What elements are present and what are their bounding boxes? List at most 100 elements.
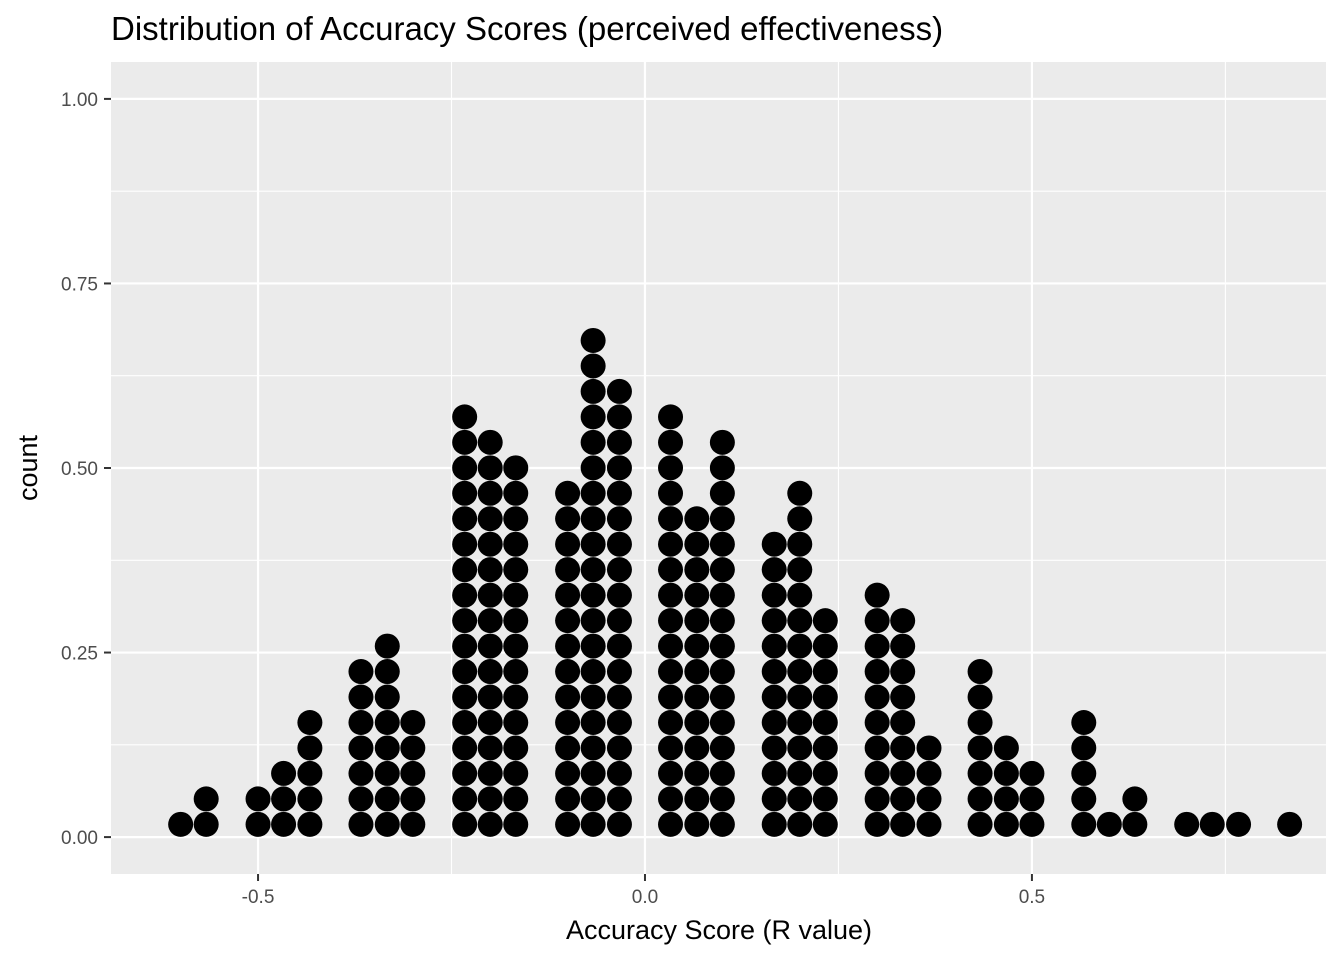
dot xyxy=(967,709,993,735)
dot-stack xyxy=(864,582,890,837)
dot xyxy=(374,633,400,659)
dot xyxy=(787,760,813,786)
dot xyxy=(374,684,400,710)
dot-stack xyxy=(1174,811,1200,837)
dot xyxy=(967,786,993,812)
dot xyxy=(761,557,787,583)
dot xyxy=(606,455,632,481)
dot xyxy=(684,760,710,786)
y-tick-label: 0.75 xyxy=(61,274,98,295)
dot xyxy=(606,557,632,583)
dot xyxy=(787,608,813,634)
dot xyxy=(580,531,606,557)
dot xyxy=(890,811,916,837)
dot xyxy=(580,786,606,812)
dot xyxy=(993,786,1019,812)
dot xyxy=(555,633,581,659)
dot xyxy=(452,404,478,430)
dot xyxy=(864,659,890,685)
dot xyxy=(400,811,426,837)
dot xyxy=(503,786,529,812)
dot xyxy=(452,735,478,761)
dot xyxy=(709,429,735,455)
dot xyxy=(297,760,323,786)
dot xyxy=(916,811,942,837)
dot xyxy=(787,659,813,685)
y-tick-label: 1.00 xyxy=(61,90,98,111)
dot xyxy=(709,633,735,659)
dot xyxy=(374,735,400,761)
dot xyxy=(684,633,710,659)
dot-stack xyxy=(477,429,503,837)
dot xyxy=(477,811,503,837)
dot-stack xyxy=(193,786,219,837)
dot xyxy=(890,608,916,634)
dot xyxy=(555,811,581,837)
dot xyxy=(761,811,787,837)
dot xyxy=(967,659,993,685)
dot xyxy=(580,480,606,506)
dot xyxy=(374,811,400,837)
dot xyxy=(684,811,710,837)
dot-stack xyxy=(684,506,710,837)
dot xyxy=(709,582,735,608)
dot xyxy=(787,557,813,583)
dot xyxy=(580,557,606,583)
dot xyxy=(477,608,503,634)
dot xyxy=(580,455,606,481)
dot xyxy=(606,633,632,659)
dot xyxy=(503,582,529,608)
dot xyxy=(1071,709,1097,735)
dot xyxy=(374,786,400,812)
dot xyxy=(580,735,606,761)
dot xyxy=(1199,811,1225,837)
dot xyxy=(555,659,581,685)
dot-stack xyxy=(452,404,478,837)
dot xyxy=(864,735,890,761)
dot xyxy=(271,786,297,812)
dot xyxy=(606,404,632,430)
dot xyxy=(580,582,606,608)
dot xyxy=(580,709,606,735)
dot-stack xyxy=(555,480,581,837)
dot xyxy=(890,786,916,812)
dot xyxy=(452,709,478,735)
dot xyxy=(580,378,606,404)
dot xyxy=(555,608,581,634)
dot xyxy=(452,531,478,557)
dot-stack xyxy=(1277,811,1303,837)
dot xyxy=(1226,811,1252,837)
dot-stack xyxy=(916,735,942,837)
dot-stack xyxy=(709,429,735,837)
dot xyxy=(348,684,374,710)
dot xyxy=(787,786,813,812)
dot xyxy=(606,811,632,837)
dot-stack xyxy=(580,327,606,837)
dot xyxy=(787,735,813,761)
dot xyxy=(374,659,400,685)
dot xyxy=(348,811,374,837)
dot xyxy=(787,506,813,532)
dot xyxy=(812,633,838,659)
dot xyxy=(297,735,323,761)
y-tick-label: 0.00 xyxy=(61,828,98,849)
dot xyxy=(555,709,581,735)
dot-stack xyxy=(1199,811,1225,837)
dot-stack xyxy=(168,811,194,837)
dot xyxy=(684,582,710,608)
dot xyxy=(348,760,374,786)
y-tick-label: 0.50 xyxy=(61,459,98,480)
dot xyxy=(709,684,735,710)
dot xyxy=(297,709,323,735)
dot xyxy=(400,709,426,735)
dot xyxy=(658,455,684,481)
dot xyxy=(864,633,890,659)
dot-stack xyxy=(1226,811,1252,837)
dot xyxy=(812,709,838,735)
dot xyxy=(503,506,529,532)
dot xyxy=(864,811,890,837)
dot xyxy=(452,811,478,837)
dot xyxy=(658,582,684,608)
dot xyxy=(555,582,581,608)
dot xyxy=(864,608,890,634)
